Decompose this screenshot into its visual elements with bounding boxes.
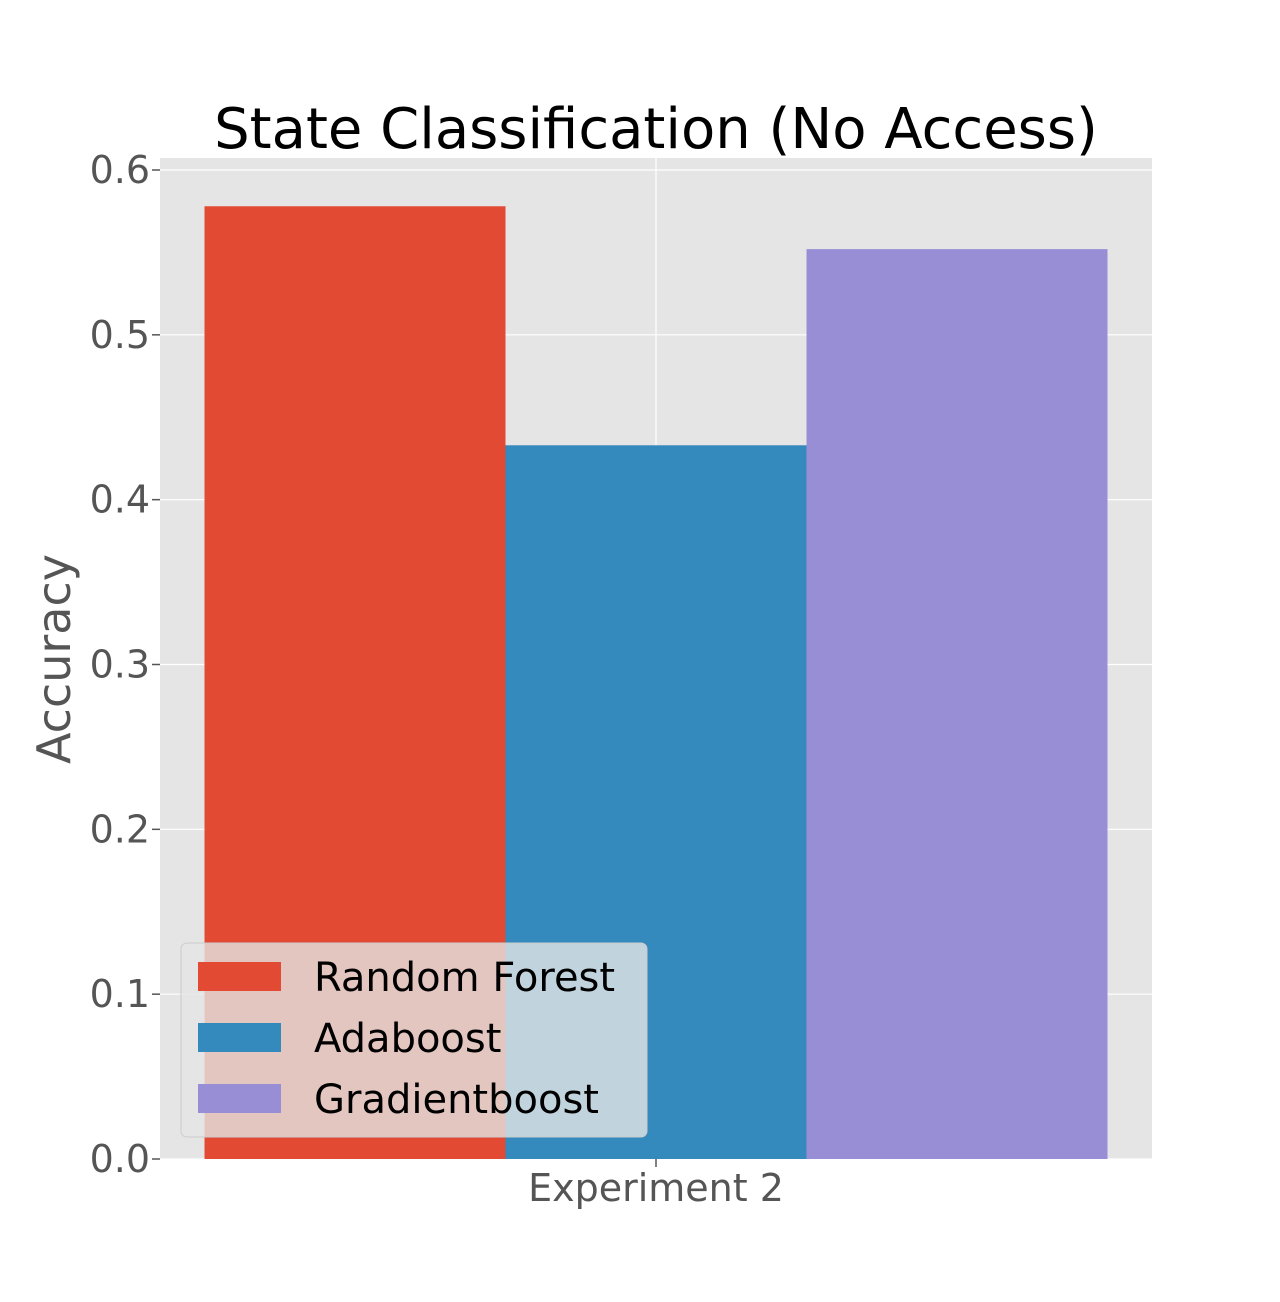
y-axis-label: Accuracy [27,554,81,764]
legend-label: Random Forest [314,955,615,1001]
y-tick-label: 0.5 [90,313,150,357]
bar-gradientboost [806,249,1108,1159]
y-tick-label: 0.0 [90,1137,150,1181]
y-axis-ticks: 0.0 0.1 0.2 0.3 0.4 0.5 0.6 [90,148,160,1181]
chart-title: State Classification (No Access) [214,97,1098,162]
y-tick-label: 0.4 [90,478,150,522]
legend-label: Adaboost [314,1016,501,1062]
y-tick-label: 0.3 [90,643,150,687]
legend-swatch [198,1023,281,1052]
legend-swatch [198,962,281,991]
x-axis-ticks: Experiment 2 [528,1159,784,1210]
legend-label: Gradientboost [314,1077,599,1123]
legend-box [180,942,648,1138]
legend: Random Forest Adaboost Gradientboost [180,942,648,1138]
x-tick-label: Experiment 2 [528,1166,784,1210]
y-tick-label: 0.1 [90,972,150,1016]
y-tick-label: 0.2 [90,807,150,851]
legend-swatch [198,1084,281,1113]
y-tick-label: 0.6 [90,148,150,192]
